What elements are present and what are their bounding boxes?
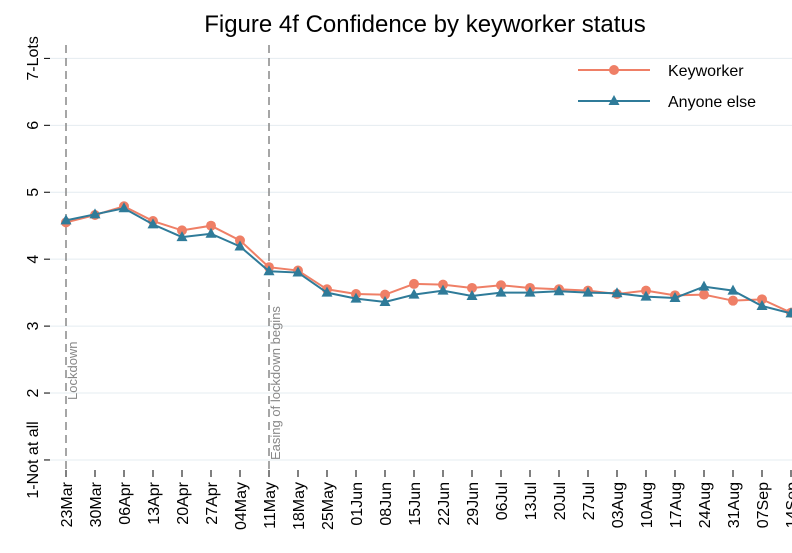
x-tick-label: 11May [262, 482, 279, 529]
marker [438, 279, 448, 290]
marker [553, 285, 565, 296]
marker [234, 240, 246, 251]
legend-label: Keyworker [668, 63, 744, 80]
marker [756, 300, 768, 311]
marker [699, 289, 709, 300]
y-tick-label: 7-Lots [25, 36, 42, 80]
x-tick-label: 25May [320, 482, 337, 530]
marker [177, 225, 187, 236]
marker [785, 307, 792, 318]
marker [757, 294, 767, 305]
marker [669, 291, 681, 302]
x-tick-label: 13Jul [523, 482, 540, 520]
x-tick-label: 14Sep [784, 482, 792, 528]
marker [176, 231, 188, 242]
legend-label: Anyone else [668, 94, 756, 111]
x-tick-label: 06Apr [117, 481, 134, 524]
y-tick-label: 1-Not at all [25, 421, 42, 498]
marker [89, 208, 101, 219]
marker [640, 290, 652, 301]
marker [60, 214, 72, 225]
x-tick-label: 13Apr [146, 481, 163, 524]
marker [206, 220, 216, 231]
x-tick-label: 20Apr [175, 481, 192, 524]
x-tick-label: 06Jul [494, 482, 511, 520]
marker [118, 202, 130, 213]
marker [641, 285, 651, 296]
marker [495, 286, 507, 297]
marker [147, 218, 159, 229]
marker [409, 278, 419, 289]
x-tick-label: 04May [233, 482, 250, 530]
event-label: Lockdown [65, 341, 80, 400]
x-tick-label: 08Jun [378, 482, 395, 526]
marker [698, 280, 710, 291]
marker [292, 266, 304, 277]
x-tick-label: 22Jun [436, 482, 453, 526]
y-tick-label: 3 [25, 322, 42, 331]
y-tick-label: 5 [25, 188, 42, 197]
marker [727, 284, 739, 295]
y-tick-label: 2 [25, 388, 42, 397]
marker [524, 286, 536, 297]
x-tick-label: 24Aug [697, 482, 714, 528]
marker [408, 288, 420, 299]
event-label: Easing of lockdown begins [268, 306, 283, 460]
marker [466, 289, 478, 300]
y-tick-label: 4 [25, 255, 42, 264]
marker [608, 95, 620, 105]
x-tick-label: 03Aug [610, 482, 627, 528]
chart-title: Figure 4f Confidence by keyworker status [204, 11, 646, 38]
marker [611, 287, 623, 298]
marker [263, 265, 275, 276]
x-tick-label: 17Aug [668, 482, 685, 528]
marker [437, 284, 449, 295]
x-tick-label: 20Jul [552, 482, 569, 520]
x-tick-label: 27Apr [204, 481, 221, 524]
marker [380, 289, 390, 300]
series-line [65, 207, 792, 315]
marker [321, 286, 333, 297]
marker [350, 292, 362, 303]
x-tick-label: 31Aug [726, 482, 743, 528]
x-tick-label: 10Aug [639, 482, 656, 528]
marker [205, 227, 217, 238]
marker [467, 282, 477, 293]
x-tick-label: 27Jul [581, 482, 598, 520]
marker [582, 286, 594, 297]
marker [728, 295, 738, 306]
marker [609, 65, 619, 75]
x-tick-label: 07Sep [755, 482, 772, 528]
x-tick-label: 18May [291, 482, 308, 530]
x-tick-label: 23Mar [59, 481, 76, 527]
x-tick-label: 29Jun [465, 482, 482, 526]
marker [379, 296, 391, 307]
x-tick-label: 15Jun [407, 482, 424, 526]
marker [235, 235, 245, 246]
marker [496, 280, 506, 291]
y-tick-label: 6 [25, 121, 42, 130]
x-tick-label: 01Jun [349, 482, 366, 526]
x-tick-label: 30Mar [88, 481, 105, 527]
